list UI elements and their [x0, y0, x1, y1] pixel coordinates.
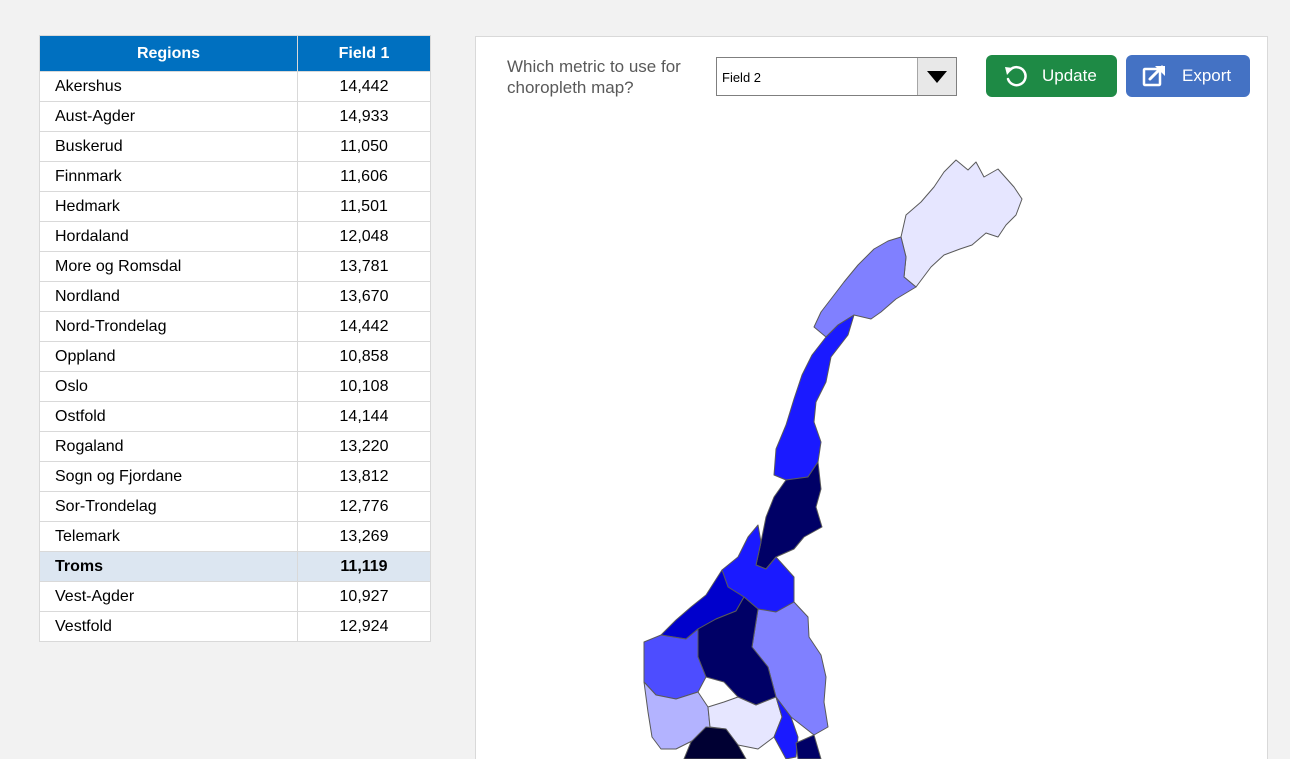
- region-value-cell[interactable]: 10,927: [297, 581, 431, 612]
- table-row[interactable]: Troms 11,119: [39, 551, 431, 582]
- metric-select-toggle[interactable]: [917, 58, 956, 95]
- map-panel: Which metric to use for choropleth map? …: [475, 36, 1268, 759]
- region-value-cell[interactable]: 14,144: [297, 401, 431, 432]
- region-value-cell[interactable]: 14,933: [297, 101, 431, 132]
- region-value-cell[interactable]: 12,048: [297, 221, 431, 252]
- table-body: Akershus 14,442 Aust-Agder 14,933 Buskerud 11…: [39, 71, 431, 642]
- region-value-cell[interactable]: 10,858: [297, 341, 431, 372]
- region-name-cell[interactable]: Nordland: [39, 281, 298, 312]
- table-row[interactable]: Buskerud 11,050: [39, 131, 431, 162]
- region-value-cell[interactable]: 11,050: [297, 131, 431, 162]
- region-name-cell[interactable]: Oppland: [39, 341, 298, 372]
- metric-select[interactable]: Field 2: [716, 57, 957, 96]
- table-row[interactable]: Hedmark 11,501: [39, 191, 431, 222]
- region-name-cell[interactable]: Telemark: [39, 521, 298, 552]
- region-name-cell[interactable]: Sor-Trondelag: [39, 491, 298, 522]
- table-row[interactable]: Telemark 13,269: [39, 521, 431, 552]
- table-row[interactable]: Ostfold 14,144: [39, 401, 431, 432]
- region-value-cell[interactable]: 14,442: [297, 71, 431, 102]
- table-row[interactable]: Finnmark 11,606: [39, 161, 431, 192]
- map-region-telemark[interactable]: [683, 726, 747, 759]
- metric-prompt-label: Which metric to use for choropleth map?: [507, 57, 681, 97]
- region-value-cell[interactable]: 12,776: [297, 491, 431, 522]
- map-region-finnmark[interactable]: [900, 159, 1023, 288]
- region-value-cell[interactable]: 11,606: [297, 161, 431, 192]
- map-region-oslo[interactable]: [795, 734, 822, 759]
- table-row[interactable]: More og Romsdal 13,781: [39, 251, 431, 282]
- map-region-sogn-og-fjordane[interactable]: [643, 628, 707, 700]
- table-row[interactable]: Vest-Agder 10,927: [39, 581, 431, 612]
- column-header-regions[interactable]: Regions: [39, 35, 298, 72]
- regions-table: Regions Field 1 Akershus 14,442 Aust-Agder…: [39, 35, 431, 642]
- column-header-field-1[interactable]: Field 1: [297, 35, 431, 72]
- table-row[interactable]: Rogaland 13,220: [39, 431, 431, 462]
- table-row[interactable]: Nord-Trondelag 14,442: [39, 311, 431, 342]
- region-name-cell[interactable]: Vest-Agder: [39, 581, 298, 612]
- update-button-label: Update: [1042, 66, 1097, 85]
- region-value-cell[interactable]: 10,108: [297, 371, 431, 402]
- table-row[interactable]: Hordaland 12,048: [39, 221, 431, 252]
- regions-table-container: Regions Field 1 Akershus 14,442 Aust-Agder…: [39, 35, 431, 642]
- region-name-cell[interactable]: Hedmark: [39, 191, 298, 222]
- map-region-nordland[interactable]: [773, 314, 855, 481]
- region-value-cell[interactable]: 12,924: [297, 611, 431, 642]
- region-value-cell[interactable]: 11,119: [297, 551, 431, 582]
- region-name-cell[interactable]: Troms: [39, 551, 298, 582]
- table-row[interactable]: Sor-Trondelag 12,776: [39, 491, 431, 522]
- region-name-cell[interactable]: Ostfold: [39, 401, 298, 432]
- region-name-cell[interactable]: Rogaland: [39, 431, 298, 462]
- refresh-icon: [1005, 65, 1027, 87]
- region-name-cell[interactable]: More og Romsdal: [39, 251, 298, 282]
- table-row[interactable]: Oslo 10,108: [39, 371, 431, 402]
- region-name-cell[interactable]: Finnmark: [39, 161, 298, 192]
- region-value-cell[interactable]: 14,442: [297, 311, 431, 342]
- map-region-nord-trondelag[interactable]: [755, 461, 823, 570]
- region-name-cell[interactable]: Hordaland: [39, 221, 298, 252]
- metric-select-value: Field 2: [722, 70, 762, 85]
- region-name-cell[interactable]: Akershus: [39, 71, 298, 102]
- export-icon: [1142, 65, 1165, 87]
- chevron-down-icon: [927, 71, 947, 83]
- region-value-cell[interactable]: 11,501: [297, 191, 431, 222]
- region-value-cell[interactable]: 13,220: [297, 431, 431, 462]
- map-region-oppland[interactable]: [697, 596, 777, 706]
- map-region-troms[interactable]: [813, 236, 917, 338]
- region-name-cell[interactable]: Nord-Trondelag: [39, 311, 298, 342]
- region-value-cell[interactable]: 13,269: [297, 521, 431, 552]
- export-button[interactable]: Export: [1126, 55, 1250, 97]
- region-name-cell[interactable]: Oslo: [39, 371, 298, 402]
- norway-choropleth-map: [643, 159, 1023, 759]
- table-row[interactable]: Vestfold 12,924: [39, 611, 431, 642]
- table-row[interactable]: Aust-Agder 14,933: [39, 101, 431, 132]
- export-button-label: Export: [1182, 66, 1232, 85]
- region-value-cell[interactable]: 13,670: [297, 281, 431, 312]
- update-button[interactable]: Update: [986, 55, 1117, 97]
- table-row[interactable]: Oppland 10,858: [39, 341, 431, 372]
- region-value-cell[interactable]: 13,781: [297, 251, 431, 282]
- region-name-cell[interactable]: Sogn og Fjordane: [39, 461, 298, 492]
- region-name-cell[interactable]: Aust-Agder: [39, 101, 298, 132]
- region-name-cell[interactable]: Buskerud: [39, 131, 298, 162]
- region-name-cell[interactable]: Vestfold: [39, 611, 298, 642]
- table-row[interactable]: Akershus 14,442: [39, 71, 431, 102]
- region-value-cell[interactable]: 13,812: [297, 461, 431, 492]
- table-row[interactable]: Nordland 13,670: [39, 281, 431, 312]
- table-row[interactable]: Sogn og Fjordane 13,812: [39, 461, 431, 492]
- table-header-row: Regions Field 1: [39, 35, 431, 72]
